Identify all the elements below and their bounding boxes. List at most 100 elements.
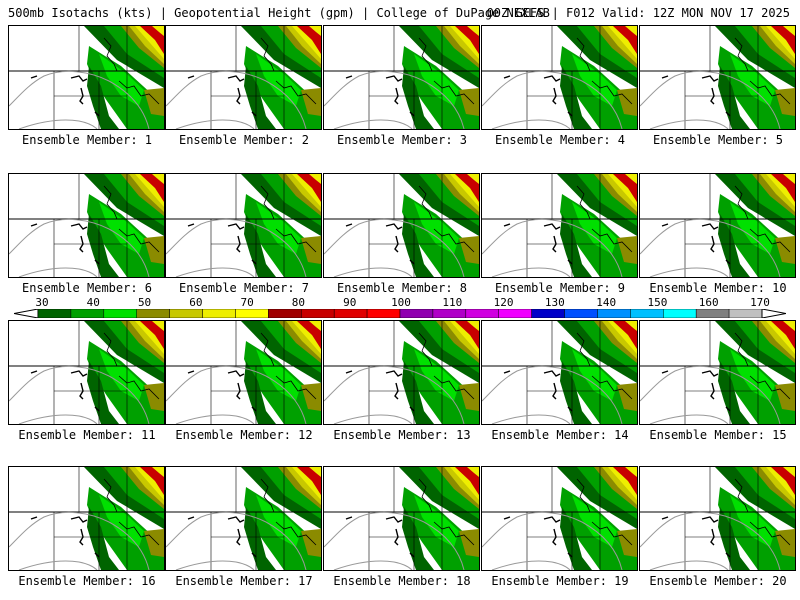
run-info: 00Z GEFS | F012 Valid: 12Z MON NOV 17 20… bbox=[486, 6, 790, 20]
ensemble-map-panel bbox=[639, 25, 796, 130]
ensemble-member-label: Ensemble Member: 17 bbox=[175, 574, 313, 588]
chart-title: 500mb Isotachs (kts) | Geopotential Heig… bbox=[8, 6, 550, 20]
ensemble-member-label: Ensemble Member: 9 bbox=[494, 281, 626, 295]
isotach-map bbox=[640, 26, 795, 129]
ensemble-map-panel bbox=[165, 320, 322, 425]
isotach-map bbox=[166, 467, 321, 570]
ensemble-map-panel bbox=[8, 320, 165, 425]
colorbar-bin bbox=[531, 309, 565, 318]
colorbar-tick-label: 60 bbox=[189, 296, 203, 309]
colorbar-bin bbox=[301, 309, 335, 318]
colorbar-tick-label: 140 bbox=[596, 296, 617, 309]
ensemble-member-label: Ensemble Member: 4 bbox=[494, 133, 626, 147]
ensemble-member-label: Ensemble Member: 20 bbox=[649, 574, 787, 588]
ensemble-map-panel bbox=[481, 320, 638, 425]
ensemble-map-panel bbox=[481, 25, 638, 130]
isotach-map bbox=[324, 467, 479, 570]
isotach-map bbox=[482, 321, 637, 424]
ensemble-map-panel bbox=[8, 25, 165, 130]
ensemble-member-label: Ensemble Member: 16 bbox=[18, 574, 156, 588]
isotach-map bbox=[9, 174, 164, 277]
ensemble-member-label: Ensemble Member: 7 bbox=[178, 281, 310, 295]
colorbar-tick-label: 150 bbox=[647, 296, 668, 309]
ensemble-member-label: Ensemble Member: 3 bbox=[336, 133, 468, 147]
isotach-map bbox=[482, 174, 637, 277]
isotach-map bbox=[166, 26, 321, 129]
ensemble-map-panel bbox=[8, 466, 165, 571]
ensemble-member-label: Ensemble Member: 10 bbox=[649, 281, 787, 295]
ensemble-member-label: Ensemble Member: 15 bbox=[649, 428, 787, 442]
ensemble-map-panel bbox=[323, 173, 480, 278]
ensemble-map-panel bbox=[639, 320, 796, 425]
ensemble-map-panel bbox=[165, 25, 322, 130]
ensemble-member-label: Ensemble Member: 2 bbox=[178, 133, 310, 147]
colorbar-tick-label: 160 bbox=[698, 296, 719, 309]
isotach-map bbox=[640, 174, 795, 277]
isotach-map bbox=[324, 174, 479, 277]
colorbar-tick-label: 90 bbox=[343, 296, 357, 309]
isotach-map bbox=[324, 26, 479, 129]
ensemble-map-panel bbox=[639, 466, 796, 571]
colorbar-max-arrow bbox=[761, 309, 786, 318]
ensemble-map-panel bbox=[323, 320, 480, 425]
ensemble-map-panel bbox=[8, 173, 165, 278]
colorbar-bin bbox=[169, 309, 203, 318]
ensemble-member-label: Ensemble Member: 14 bbox=[491, 428, 629, 442]
ensemble-map-panel bbox=[323, 25, 480, 130]
isotach-map bbox=[324, 321, 479, 424]
ensemble-map-panel bbox=[165, 466, 322, 571]
colorbar-bin bbox=[597, 309, 631, 318]
colorbar-tick-label: 70 bbox=[240, 296, 254, 309]
colorbar-bin bbox=[695, 309, 730, 318]
ensemble-member-label: Ensemble Member: 5 bbox=[652, 133, 784, 147]
colorbar-bin bbox=[498, 309, 532, 318]
colorbar-bin bbox=[399, 309, 434, 318]
ensemble-member-label: Ensemble Member: 8 bbox=[336, 281, 468, 295]
colorbar-tick-label: 40 bbox=[86, 296, 100, 309]
isotach-map bbox=[640, 321, 795, 424]
colorbar-bin bbox=[37, 309, 72, 318]
colorbar-bin bbox=[235, 309, 269, 318]
isotach-map bbox=[482, 467, 637, 570]
colorbar-tick-label: 130 bbox=[544, 296, 565, 309]
colorbar-bin bbox=[663, 309, 697, 318]
colorbar-bin bbox=[202, 309, 236, 318]
colorbar-tick-label: 50 bbox=[137, 296, 152, 309]
colorbar-bin bbox=[268, 309, 302, 318]
ensemble-member-label: Ensemble Member: 13 bbox=[333, 428, 471, 442]
colorbar-tick-label: 110 bbox=[442, 296, 463, 309]
isotach-map bbox=[9, 26, 164, 129]
colorbar-tick-label: 120 bbox=[493, 296, 514, 309]
isotach-map bbox=[640, 467, 795, 570]
colorbar-bin bbox=[728, 309, 763, 318]
ensemble-map-panel bbox=[481, 173, 638, 278]
ensemble-member-label: Ensemble Member: 11 bbox=[18, 428, 156, 442]
isotach-colorbar bbox=[14, 309, 786, 318]
colorbar-min-arrow bbox=[14, 309, 39, 318]
ensemble-member-label: Ensemble Member: 18 bbox=[333, 574, 471, 588]
isotach-map bbox=[9, 467, 164, 570]
ensemble-member-label: Ensemble Member: 12 bbox=[175, 428, 313, 442]
ensemble-member-label: Ensemble Member: 6 bbox=[21, 281, 153, 295]
ensemble-member-label: Ensemble Member: 1 bbox=[21, 133, 153, 147]
colorbar-tick-label: 100 bbox=[391, 296, 411, 309]
colorbar-tick-label: 30 bbox=[35, 296, 49, 309]
ensemble-map-panel bbox=[481, 466, 638, 571]
colorbar-bin bbox=[366, 309, 401, 318]
colorbar-bin bbox=[465, 309, 499, 318]
colorbar-bin bbox=[136, 309, 170, 318]
colorbar-bin bbox=[630, 309, 664, 318]
colorbar-bin bbox=[333, 309, 368, 318]
isotach-map bbox=[166, 174, 321, 277]
colorbar-bin bbox=[564, 309, 598, 318]
ensemble-map-panel bbox=[165, 173, 322, 278]
colorbar-bin bbox=[432, 309, 467, 318]
isotach-map bbox=[9, 321, 164, 424]
isotach-map bbox=[482, 26, 637, 129]
isotach-map bbox=[166, 321, 321, 424]
colorbar-bin bbox=[103, 309, 137, 318]
colorbar-tick-label: 170 bbox=[750, 296, 770, 309]
ensemble-map-panel bbox=[639, 173, 796, 278]
colorbar-tick-label: 80 bbox=[291, 296, 306, 309]
ensemble-map-panel bbox=[323, 466, 480, 571]
